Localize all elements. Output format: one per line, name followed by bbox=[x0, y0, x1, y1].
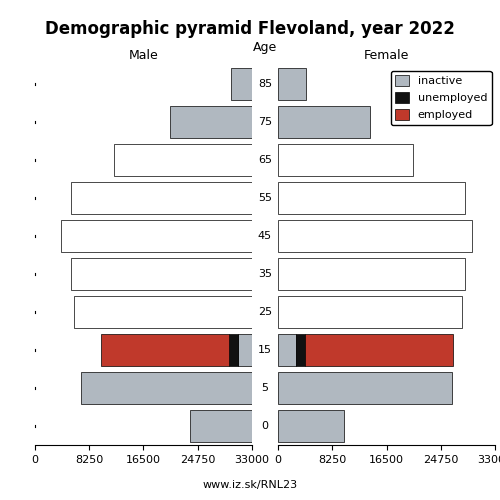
Bar bbox=[278, 372, 452, 404]
Text: 0: 0 bbox=[262, 421, 268, 431]
Bar bbox=[278, 334, 296, 366]
Text: 45: 45 bbox=[258, 231, 272, 241]
Bar bbox=[278, 410, 344, 442]
Bar bbox=[229, 334, 237, 366]
Bar bbox=[238, 334, 252, 366]
Bar bbox=[278, 106, 370, 138]
Bar bbox=[278, 220, 472, 252]
Bar bbox=[278, 182, 466, 214]
Bar bbox=[170, 106, 252, 138]
Bar bbox=[231, 68, 252, 100]
Text: Demographic pyramid Flevoland, year 2022: Demographic pyramid Flevoland, year 2022 bbox=[45, 20, 455, 38]
Text: 15: 15 bbox=[258, 345, 272, 355]
Text: www.iz.sk/RNL23: www.iz.sk/RNL23 bbox=[202, 480, 298, 490]
Text: 35: 35 bbox=[258, 269, 272, 279]
Bar bbox=[278, 258, 466, 290]
Title: Male: Male bbox=[128, 50, 158, 62]
Text: 55: 55 bbox=[258, 193, 272, 203]
Bar bbox=[81, 372, 252, 404]
Bar bbox=[190, 410, 252, 442]
Title: Female: Female bbox=[364, 50, 409, 62]
Text: 25: 25 bbox=[258, 307, 272, 317]
Text: 65: 65 bbox=[258, 155, 272, 165]
Bar bbox=[101, 334, 229, 366]
Bar bbox=[278, 296, 462, 328]
Bar bbox=[278, 68, 305, 100]
Bar bbox=[114, 144, 252, 176]
Bar bbox=[71, 182, 252, 214]
Bar bbox=[62, 220, 252, 252]
Bar bbox=[74, 296, 252, 328]
Bar bbox=[71, 258, 252, 290]
Bar bbox=[305, 334, 453, 366]
Legend: inactive, unemployed, employed: inactive, unemployed, employed bbox=[391, 70, 492, 125]
Text: Age: Age bbox=[253, 40, 277, 54]
Text: 75: 75 bbox=[258, 117, 272, 127]
Bar bbox=[296, 334, 305, 366]
Text: 5: 5 bbox=[262, 383, 268, 393]
Bar bbox=[278, 144, 413, 176]
Text: 85: 85 bbox=[258, 79, 272, 89]
